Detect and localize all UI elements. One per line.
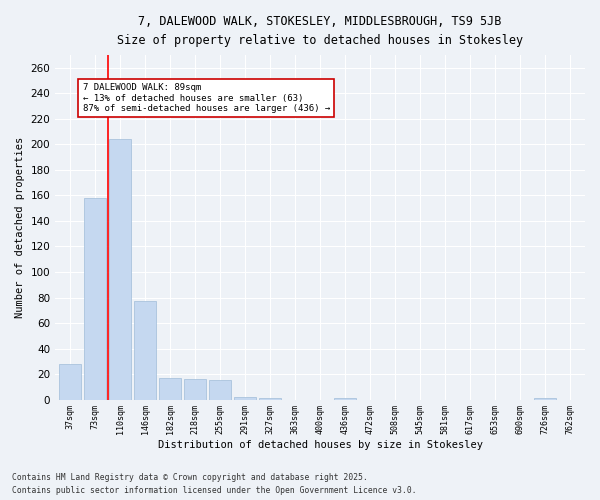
Bar [334, 398, 356, 400]
Bar [159, 378, 181, 400]
Bar [234, 397, 256, 400]
Bar [209, 380, 232, 400]
Bar [184, 379, 206, 400]
Bar [134, 302, 157, 400]
Bar [84, 198, 106, 400]
Text: Contains HM Land Registry data © Crown copyright and database right 2025.
Contai: Contains HM Land Registry data © Crown c… [12, 474, 416, 495]
Y-axis label: Number of detached properties: Number of detached properties [15, 136, 25, 318]
X-axis label: Distribution of detached houses by size in Stokesley: Distribution of detached houses by size … [158, 440, 482, 450]
Bar [259, 398, 281, 400]
Title: 7, DALEWOOD WALK, STOKESLEY, MIDDLESBROUGH, TS9 5JB
Size of property relative to: 7, DALEWOOD WALK, STOKESLEY, MIDDLESBROU… [117, 15, 523, 47]
Text: 7 DALEWOOD WALK: 89sqm
← 13% of detached houses are smaller (63)
87% of semi-det: 7 DALEWOOD WALK: 89sqm ← 13% of detached… [83, 83, 330, 113]
Bar [534, 398, 556, 400]
Bar [59, 364, 82, 400]
Bar [109, 140, 131, 400]
